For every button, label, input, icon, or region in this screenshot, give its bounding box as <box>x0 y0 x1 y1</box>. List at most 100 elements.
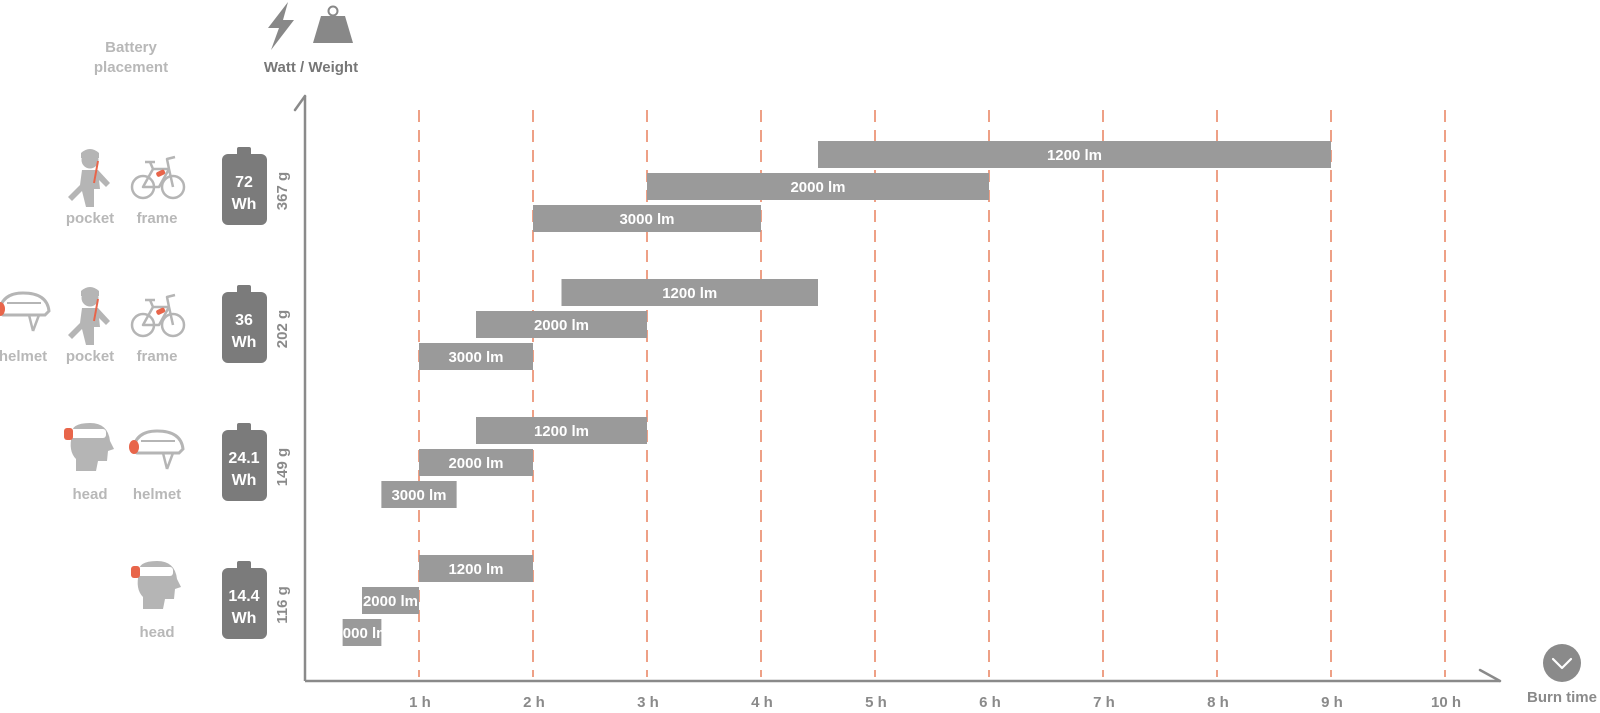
helmet-shell <box>131 429 185 455</box>
weight-icon-ring <box>327 5 339 17</box>
scroll-down-icon[interactable] <box>1543 644 1581 682</box>
x-axis-title: Burn time <box>1527 689 1597 706</box>
helmet-shell <box>0 291 51 317</box>
bar-label: 2000 lm <box>790 179 845 196</box>
person-body <box>68 308 100 345</box>
battery-body <box>222 154 267 225</box>
bar <box>533 205 761 232</box>
bar <box>647 173 989 200</box>
burn-time-control[interactable]: Burn time <box>1527 644 1597 706</box>
bar <box>818 141 1331 168</box>
bar-label: 1200 lm <box>534 423 589 440</box>
placement-label: helmet <box>0 348 47 365</box>
helmet-strap <box>27 314 41 332</box>
bar-label: 1200 lm <box>662 285 717 302</box>
bike-frame-icon <box>130 155 186 200</box>
battery-terminal <box>237 423 251 432</box>
bar <box>381 481 457 508</box>
chevron-down-icon <box>1551 657 1573 670</box>
placement-label: frame <box>137 210 178 227</box>
head-icon <box>64 423 114 471</box>
helmet-icon <box>129 429 185 470</box>
x-tick-label: 5 h <box>865 694 887 711</box>
head-light <box>131 566 140 578</box>
weight-label: 116 g <box>274 586 291 624</box>
bar <box>419 343 533 370</box>
bar <box>419 555 533 582</box>
bar-label: 3000 lm <box>619 211 674 228</box>
x-tick-label: 6 h <box>979 694 1001 711</box>
battery-capacity-unit: Wh <box>232 196 257 213</box>
bar-label: 1200 lm <box>448 561 503 578</box>
placement-label: head <box>139 624 174 641</box>
bike-frame <box>141 155 176 189</box>
person-arm <box>96 170 110 187</box>
bar-label: 2000 lm <box>363 593 418 610</box>
head-band <box>70 429 106 438</box>
header-placement-title-line2: placement <box>94 59 168 76</box>
bar <box>476 311 647 338</box>
person-pocket-icon <box>68 287 110 345</box>
gridlines <box>418 110 1446 677</box>
battery-capacity-unit: Wh <box>232 472 257 489</box>
battery-capacity-value: 72 <box>235 174 253 191</box>
x-tick-label: 10 h <box>1431 694 1461 711</box>
battery-group: head helmet 24.1 Wh 149 g 1200 lm 2000 lm3000 … <box>64 417 647 508</box>
battery-icon: 36 Wh <box>222 285 267 363</box>
bike-frame-icon <box>130 293 186 338</box>
helmet-strap <box>161 452 175 470</box>
bike-wheel-front <box>160 174 186 200</box>
bar-label: 1200 lm <box>1047 147 1102 164</box>
weight-icon-body <box>313 16 353 43</box>
battery-capacity-value: 36 <box>235 312 253 329</box>
battery-terminal <box>237 561 251 570</box>
bar-label: 3000 lm <box>334 625 389 642</box>
battery-capacity-unit: Wh <box>232 334 257 351</box>
head-icon <box>131 561 181 609</box>
header-watt-weight: Watt / Weight <box>264 59 358 76</box>
battery-body <box>222 568 267 639</box>
person-body <box>68 170 100 207</box>
bar <box>362 587 419 614</box>
battery-body <box>222 292 267 363</box>
x-tick-label: 9 h <box>1321 694 1343 711</box>
bike-battery <box>156 169 166 177</box>
bar-label: 2000 lm <box>448 455 503 472</box>
bar <box>419 449 533 476</box>
placement-label: pocket <box>66 348 114 365</box>
lightning-icon <box>268 2 294 50</box>
x-tick-label: 3 h <box>637 694 659 711</box>
x-tick-label: 4 h <box>751 694 773 711</box>
person-cable <box>93 160 99 184</box>
axes <box>293 94 1502 683</box>
placement-label: frame <box>137 348 178 365</box>
weight-label: 149 g <box>274 448 291 486</box>
x-tick-label: 2 h <box>523 694 545 711</box>
bar-set: 1200 lm 2000 lm 3000 lm <box>533 141 1331 232</box>
battery-icon: 24.1 Wh <box>222 423 267 501</box>
helmet-icon <box>0 291 51 332</box>
x-axis-arrow <box>1478 668 1502 683</box>
placement-label: helmet <box>133 486 181 503</box>
bar <box>476 417 647 444</box>
placement-label: head <box>72 486 107 503</box>
x-tick-labels: 1 h 2 h 3 h 4 h 5 h 6 h 7 h 8 h 9 h 10 h <box>409 694 1461 711</box>
x-tick-label: 7 h <box>1093 694 1115 711</box>
battery-capacity-value: 14.4 <box>228 588 259 605</box>
battery-group: helmet pocket frame 36 Wh 202 g 1200 lm 2000 lm… <box>0 279 818 370</box>
battery-terminal <box>237 285 251 294</box>
person-cable <box>93 298 99 322</box>
battery-capacity-value: 24.1 <box>228 450 259 467</box>
battery-icon: 14.4 Wh <box>222 561 267 639</box>
bike-frame <box>141 293 176 327</box>
bar-set: 1200 lm 2000 lm 3000 lm <box>334 555 533 646</box>
weight-label: 202 g <box>274 310 291 348</box>
battery-icon: 72 Wh <box>222 147 267 225</box>
placement-label: pocket <box>66 210 114 227</box>
bike-wheel-front <box>160 312 186 338</box>
header-placement-title: Battery <box>105 39 157 56</box>
weight-icon <box>313 5 353 43</box>
